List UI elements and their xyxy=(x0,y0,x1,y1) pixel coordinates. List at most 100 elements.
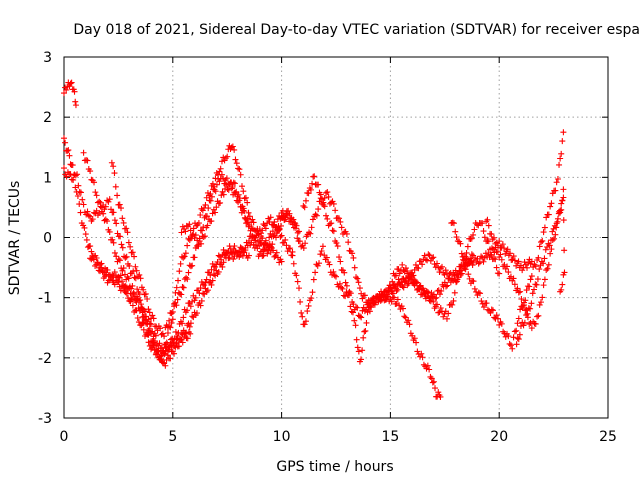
data-point xyxy=(541,255,548,262)
data-point xyxy=(140,286,147,293)
data-point xyxy=(346,288,353,295)
data-point xyxy=(336,254,343,261)
data-point xyxy=(354,275,361,282)
data-point xyxy=(437,305,444,312)
data-point xyxy=(351,317,358,324)
data-point xyxy=(287,245,294,252)
data-point xyxy=(89,252,96,259)
data-point xyxy=(555,210,562,217)
data-point xyxy=(158,358,165,365)
data-point xyxy=(465,271,472,278)
data-point xyxy=(232,189,239,196)
data-point xyxy=(494,315,501,322)
data-point xyxy=(145,306,152,313)
data-point xyxy=(499,241,506,248)
data-point xyxy=(330,268,337,275)
data-point xyxy=(141,308,148,315)
data-point xyxy=(443,283,450,290)
data-point xyxy=(528,325,535,332)
data-point xyxy=(62,139,69,146)
data-point xyxy=(561,247,568,254)
data-point xyxy=(167,355,174,362)
data-point xyxy=(337,258,344,265)
x-axis-label: GPS time / hours xyxy=(276,459,393,475)
data-point xyxy=(540,229,547,236)
data-point xyxy=(183,329,190,336)
data-point xyxy=(230,256,237,263)
data-point xyxy=(118,241,125,248)
data-point xyxy=(282,236,289,243)
data-point xyxy=(355,279,362,286)
x-tick-label: 5 xyxy=(168,429,177,445)
data-point xyxy=(93,192,100,199)
data-point xyxy=(195,220,202,227)
data-point xyxy=(463,249,470,256)
data-point xyxy=(523,312,530,319)
data-point xyxy=(283,242,290,249)
data-point xyxy=(551,235,558,242)
data-point xyxy=(536,301,543,308)
data-point xyxy=(547,237,554,244)
data-point xyxy=(187,330,194,337)
data-point xyxy=(445,274,452,281)
data-point xyxy=(131,274,138,281)
data-point xyxy=(543,214,550,221)
data-point xyxy=(164,323,171,330)
data-point xyxy=(488,231,495,238)
data-point xyxy=(166,343,173,350)
data-point xyxy=(159,330,166,337)
data-point xyxy=(276,225,283,232)
data-point xyxy=(100,210,107,217)
data-point xyxy=(69,162,76,169)
data-point xyxy=(108,206,115,213)
data-point xyxy=(329,271,336,278)
data-point xyxy=(333,273,339,280)
data-point xyxy=(354,344,361,351)
data-point xyxy=(363,319,370,326)
data-point xyxy=(355,348,362,355)
data-point xyxy=(298,309,305,316)
data-point xyxy=(560,186,567,193)
data-point xyxy=(67,80,74,87)
data-point xyxy=(202,279,209,286)
data-point xyxy=(443,315,450,322)
data-point xyxy=(187,227,194,234)
grid xyxy=(64,57,608,418)
data-point xyxy=(220,191,227,198)
data-point xyxy=(245,209,252,216)
data-point xyxy=(515,289,522,296)
data-point xyxy=(253,232,260,239)
data-point xyxy=(138,306,145,313)
data-point xyxy=(320,201,327,208)
data-point xyxy=(487,251,494,258)
data-point xyxy=(77,189,84,196)
data-point xyxy=(501,330,508,337)
data-point xyxy=(311,173,318,180)
data-point xyxy=(425,251,432,258)
data-point xyxy=(552,231,559,238)
data-point xyxy=(540,282,547,289)
data-point xyxy=(129,302,136,309)
data-point xyxy=(504,263,511,270)
data-point xyxy=(209,277,216,284)
data-point xyxy=(301,204,308,211)
data-point xyxy=(502,333,509,340)
data-point xyxy=(487,246,494,253)
data-point xyxy=(217,199,224,206)
data-point xyxy=(497,251,504,258)
data-point xyxy=(164,329,171,336)
data-point xyxy=(191,254,198,261)
data-point xyxy=(312,269,319,276)
data-point xyxy=(481,234,488,241)
data-point xyxy=(494,248,501,255)
series-14 xyxy=(513,186,567,348)
data-point xyxy=(511,281,518,288)
data-point xyxy=(406,321,413,328)
data-point xyxy=(88,248,95,255)
data-point xyxy=(424,362,431,369)
data-point xyxy=(496,321,503,328)
data-point xyxy=(405,317,412,324)
data-point xyxy=(446,271,453,278)
data-point xyxy=(250,219,257,226)
